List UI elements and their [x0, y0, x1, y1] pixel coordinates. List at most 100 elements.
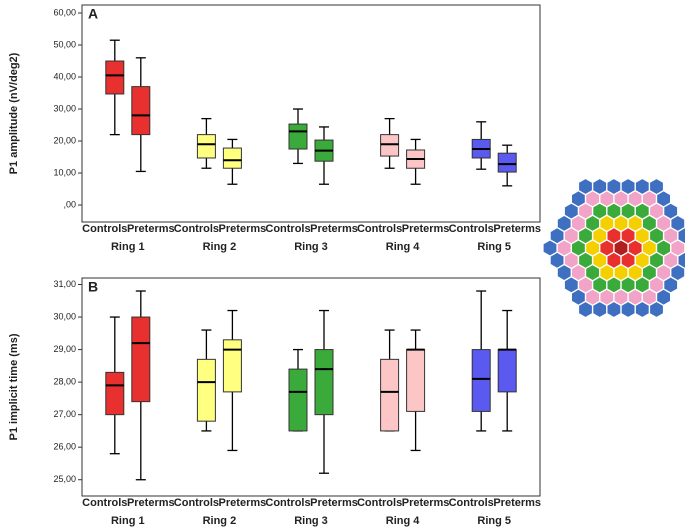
hexagon — [615, 265, 628, 280]
box — [498, 153, 516, 172]
x-tick-label: Controls — [265, 497, 310, 509]
y-tick-label: 10,00 — [53, 167, 76, 177]
hexagon — [608, 179, 621, 194]
hexagon — [622, 179, 635, 194]
x-tick-label: Controls — [174, 223, 219, 235]
hexagon — [657, 265, 670, 280]
x-tick-label: Preterms — [493, 497, 541, 509]
x-tick-label: Preterms — [127, 497, 175, 509]
hexagon — [636, 179, 649, 194]
box — [106, 61, 124, 94]
box — [223, 340, 241, 392]
hexagon — [615, 216, 628, 231]
hexagon — [643, 191, 656, 206]
hexagon — [657, 216, 670, 231]
group-label: Ring 4 — [386, 241, 420, 253]
hexagon — [572, 191, 585, 206]
group-label: Ring 4 — [386, 515, 420, 527]
hexagon — [551, 253, 564, 268]
x-tick-label: Preterms — [402, 223, 450, 235]
hexagon — [650, 228, 663, 243]
hexagon — [544, 241, 557, 256]
box — [381, 359, 399, 431]
hexagon — [657, 290, 670, 305]
hexagon — [679, 228, 685, 243]
x-tick-label: Preterms — [219, 497, 267, 509]
hexagon — [622, 204, 635, 219]
hexagon — [657, 241, 670, 256]
hexagon — [608, 302, 621, 317]
box — [381, 135, 399, 156]
x-tick-label: Controls — [174, 497, 219, 509]
y-tick-label: 20,00 — [53, 135, 76, 145]
box — [498, 350, 516, 392]
hexagon — [600, 265, 613, 280]
y-tick-label: 40,00 — [53, 71, 76, 81]
hexagon — [600, 191, 613, 206]
hexagon — [593, 278, 606, 293]
group-label: Ring 2 — [203, 241, 237, 253]
x-tick-label: Preterms — [402, 497, 450, 509]
hexagon — [636, 253, 649, 268]
x-tick-label: Preterms — [127, 223, 175, 235]
hexagon — [608, 253, 621, 268]
hexagon — [643, 290, 656, 305]
plot-frame — [82, 5, 540, 222]
hexagon — [650, 302, 663, 317]
hexagon — [579, 204, 592, 219]
box — [197, 359, 215, 421]
x-tick-label: Controls — [82, 223, 127, 235]
hexagon — [615, 191, 628, 206]
x-tick-label: Controls — [265, 223, 310, 235]
plot-frame — [82, 278, 540, 496]
hexagon — [622, 278, 635, 293]
x-tick-label: Controls — [449, 497, 494, 509]
hexagon — [636, 228, 649, 243]
hexagon — [629, 191, 642, 206]
hexagon — [622, 302, 635, 317]
group-label: Ring 3 — [294, 241, 328, 253]
y-tick-label: 26,00 — [53, 442, 76, 452]
y-tick-label: 29,00 — [53, 344, 76, 354]
box — [289, 369, 307, 431]
box — [315, 350, 333, 415]
hexagon — [643, 216, 656, 231]
hexagon — [600, 241, 613, 256]
hexagon — [586, 265, 599, 280]
x-tick-label: Controls — [82, 497, 127, 509]
box — [472, 350, 490, 412]
group-label: Ring 1 — [111, 241, 145, 253]
box — [132, 317, 150, 402]
hexagon — [636, 278, 649, 293]
y-tick-label: 28,00 — [53, 376, 76, 386]
hexagon — [608, 278, 621, 293]
hexagon — [664, 278, 677, 293]
hexagon — [572, 241, 585, 256]
hexagon — [622, 253, 635, 268]
x-tick-label: Preterms — [219, 223, 267, 235]
x-tick-label: Preterms — [310, 497, 358, 509]
box — [106, 372, 124, 414]
hexagon — [586, 241, 599, 256]
hexagon — [650, 204, 663, 219]
panel-label: A — [88, 6, 98, 22]
hexagon — [600, 290, 613, 305]
hexagon — [572, 290, 585, 305]
hexagon — [572, 265, 585, 280]
hexagon — [593, 253, 606, 268]
hexagon — [643, 265, 656, 280]
x-tick-label: Controls — [357, 497, 402, 509]
hexagon — [600, 216, 613, 231]
box — [132, 87, 150, 135]
hexagon — [586, 290, 599, 305]
box — [223, 148, 241, 168]
hexagon — [593, 204, 606, 219]
box — [289, 124, 307, 149]
hexagon — [629, 241, 642, 256]
hexagon — [671, 216, 684, 231]
hexagon — [593, 302, 606, 317]
hexagon — [572, 216, 585, 231]
y-tick-label: ,00 — [63, 199, 76, 209]
hexagon — [579, 228, 592, 243]
hexagon — [608, 204, 621, 219]
